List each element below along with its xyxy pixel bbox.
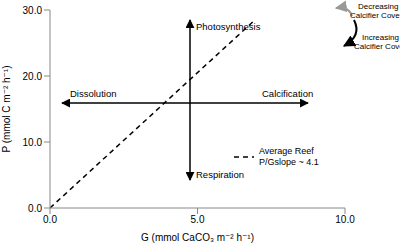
svg-text:P (mmol C m⁻² h⁻¹): P (mmol C m⁻² h⁻¹) bbox=[8, 65, 12, 152]
svg-text:Calcification: Calcification bbox=[262, 88, 313, 99]
svg-text:5.0: 5.0 bbox=[191, 214, 205, 225]
svg-text:10.0: 10.0 bbox=[335, 214, 355, 225]
svg-text:Dissolution: Dissolution bbox=[70, 88, 116, 99]
svg-text:G (mmol CaCO₃ m⁻² h⁻¹): G (mmol CaCO₃ m⁻² h⁻¹) bbox=[141, 232, 254, 243]
svg-text:Photosynthesis: Photosynthesis bbox=[196, 21, 261, 32]
svg-text:0.0: 0.0 bbox=[43, 214, 57, 225]
svg-text:0.0: 0.0 bbox=[28, 203, 42, 214]
svg-text:DecreasingCalcifier Cover: DecreasingCalcifier Cover bbox=[350, 2, 392, 20]
svg-text:Respiration: Respiration bbox=[196, 169, 244, 180]
svg-text:10.0: 10.0 bbox=[23, 137, 43, 148]
svg-text:30.0: 30.0 bbox=[23, 5, 43, 16]
svg-text:IncreasingCalcifier Cover: IncreasingCalcifier Cover bbox=[354, 33, 392, 51]
html-text:Average Reef P/Gslope ~ 4.1: Average Reef P/Gslope ~ 4.1 bbox=[259, 146, 319, 167]
svg-text:20.0: 20.0 bbox=[23, 71, 43, 82]
